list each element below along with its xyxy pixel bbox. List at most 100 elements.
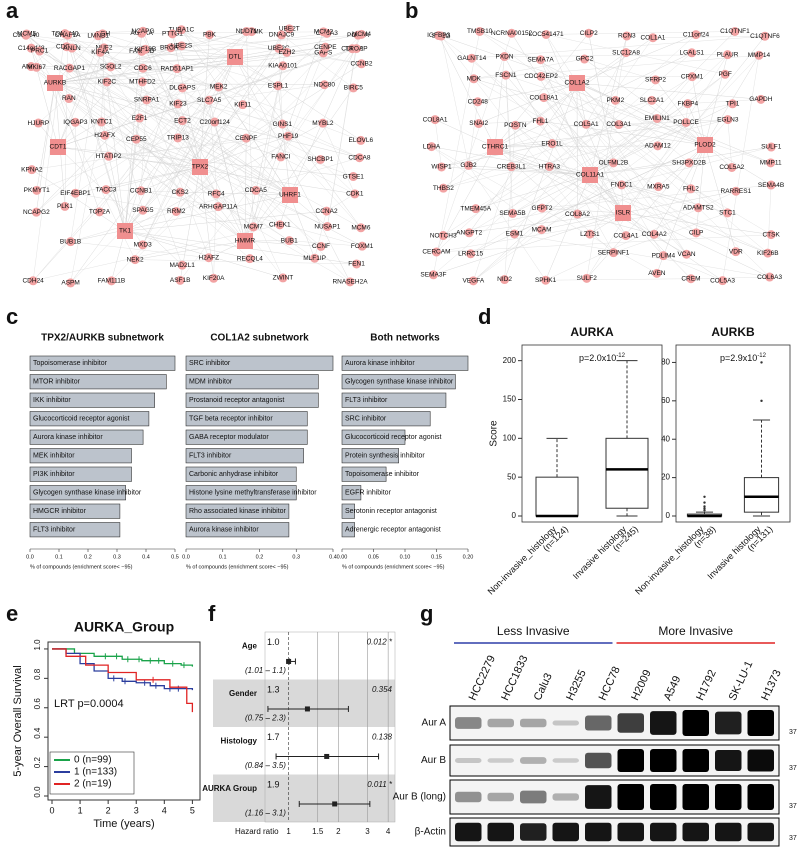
bar (341, 466, 387, 482)
annotation: p=2.9x10-12 (720, 353, 767, 364)
band (715, 749, 742, 772)
node (464, 160, 474, 170)
edge (436, 33, 512, 253)
node (211, 189, 221, 199)
node (731, 247, 741, 257)
node-label: COL5A3 (710, 277, 735, 284)
node-label: HTATIP2 (96, 153, 122, 160)
edge (441, 35, 578, 215)
bar (341, 503, 355, 519)
legend-label: 2 (n=19) (74, 779, 112, 790)
hub-node (615, 205, 631, 221)
panel-label: g (420, 601, 433, 626)
edge (479, 31, 728, 214)
marker-label: 37 (789, 765, 797, 772)
bar (185, 374, 319, 390)
edge (289, 240, 363, 247)
edge (478, 120, 541, 124)
node (687, 72, 697, 82)
x-tick-label: 0.00 (337, 554, 348, 560)
node-label: CPXM1 (681, 73, 704, 80)
node-label: KPNA2 (21, 166, 43, 173)
node (138, 240, 148, 250)
node-label: OGH (95, 31, 110, 38)
node-label: NDC80 (314, 81, 336, 88)
node (653, 182, 663, 192)
edge (36, 99, 147, 213)
edge (515, 125, 627, 236)
node (356, 135, 366, 145)
node-label: PHF19 (278, 133, 299, 140)
node-label: ECT2 (174, 117, 191, 124)
edge (70, 241, 209, 258)
box (605, 437, 649, 509)
node-label: MCM7 (244, 224, 264, 231)
node-label: C1QTNF6 (750, 33, 780, 40)
node (64, 63, 74, 73)
edge (142, 100, 210, 245)
edge (64, 35, 68, 207)
hub-label: UHRF1 (279, 192, 301, 199)
node-label: NCRNA00152 (491, 30, 533, 37)
edge (431, 146, 542, 230)
y-tick-label: 0 (512, 511, 517, 520)
edge (234, 56, 361, 141)
node-label: SULF2 (577, 275, 598, 282)
outlier (703, 495, 706, 499)
node (357, 241, 367, 251)
x-tick-label: Invasive histology (571, 524, 629, 582)
edge (39, 50, 361, 228)
node (32, 62, 42, 72)
node-label: MCAM (532, 226, 552, 233)
annotation-text: p=2.0x10 (579, 353, 616, 363)
bar-label: GABA receptor modulator (189, 434, 269, 441)
node-label: H2AFZ (198, 254, 219, 261)
group-label: More Invasive (658, 624, 733, 638)
node-label: CENPE (314, 44, 337, 51)
node-label: MAD2L1 (170, 262, 196, 269)
node (67, 43, 77, 53)
node (582, 273, 592, 283)
edge (441, 100, 652, 168)
band (715, 711, 742, 735)
band (487, 792, 514, 802)
network: C9orf140TOMM40OGHAURKATUBA1CDTYMKUBE2TCD… (13, 24, 374, 288)
node (93, 31, 103, 41)
node (621, 48, 631, 58)
edge (494, 146, 728, 214)
node-label: COL4A2 (642, 231, 667, 238)
edge (512, 174, 591, 214)
edge (545, 174, 591, 281)
edge (104, 135, 201, 168)
edge (39, 50, 291, 196)
bar (29, 392, 155, 408)
node (431, 247, 441, 257)
node (686, 184, 696, 194)
node (106, 62, 116, 72)
node-label: GFPT2 (532, 205, 553, 212)
edge (54, 82, 360, 158)
legend-label: 0 (n=99) (74, 755, 112, 766)
edge (505, 74, 771, 164)
node-label: UBE2T (279, 26, 300, 33)
edge (478, 82, 578, 124)
row-label: Aur B (long) (393, 792, 446, 803)
edge (549, 166, 736, 252)
node-label: C1QTNF1 (720, 28, 750, 35)
network: SNCGTMSB10NCRNA00152LOC541471CILP2RCN3CO… (420, 26, 784, 286)
node (166, 43, 176, 53)
node (31, 207, 41, 217)
edge (31, 137, 247, 170)
x-tick-label: 2 (106, 805, 111, 815)
estimate (304, 706, 310, 712)
edge (656, 76, 693, 119)
node (26, 43, 36, 53)
node (32, 185, 42, 195)
edge (142, 68, 201, 168)
bar-label: EGFR inhibitor (345, 490, 392, 497)
node-label: ADAMTS2 (683, 204, 714, 211)
node (473, 97, 483, 107)
band (455, 822, 482, 842)
node-label: FNDC1 (611, 182, 633, 189)
node (356, 59, 366, 69)
